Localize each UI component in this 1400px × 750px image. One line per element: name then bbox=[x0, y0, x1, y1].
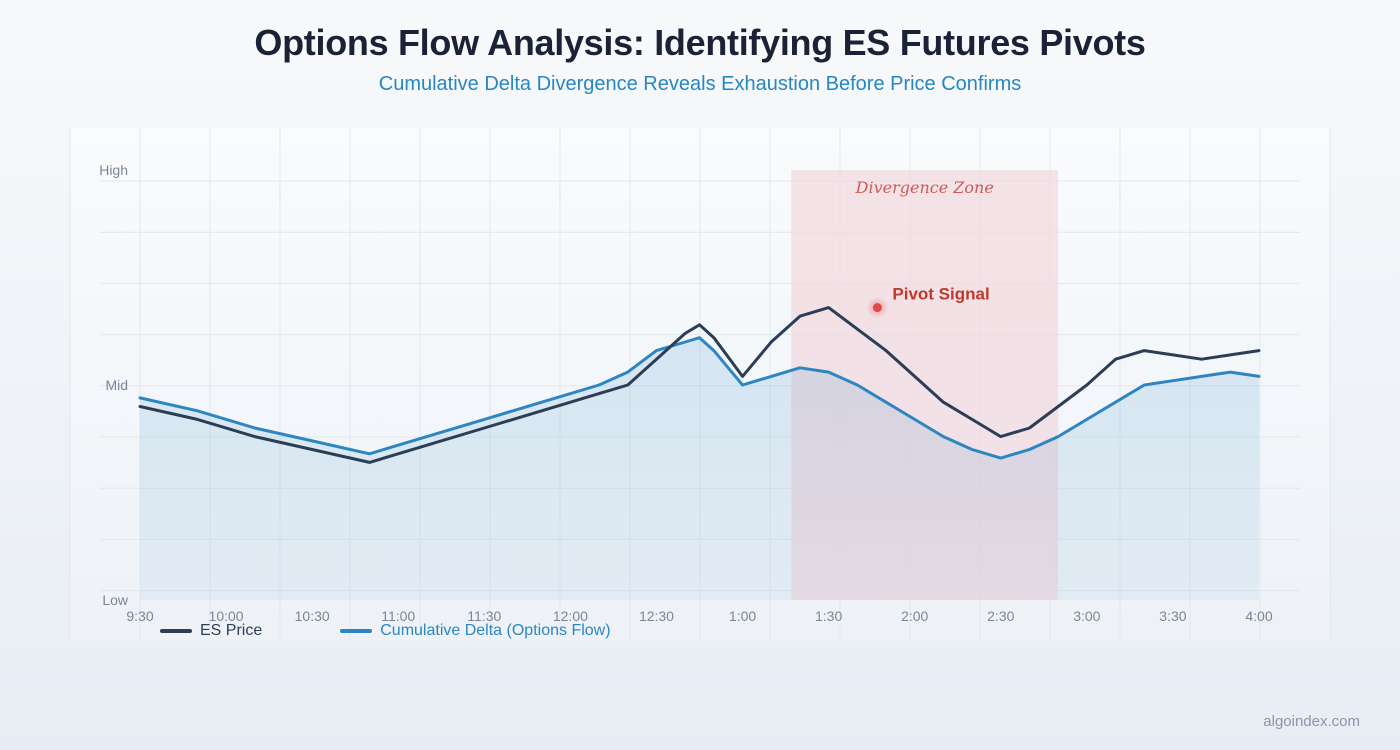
x-tick-label: 10:00 bbox=[209, 608, 244, 624]
x-tick-label: 3:30 bbox=[1159, 608, 1186, 624]
footer-brand: algoindex.com bbox=[1263, 713, 1360, 730]
series-line-price bbox=[138, 306, 1261, 464]
divergence-zone-label: Divergence Zone bbox=[855, 178, 994, 197]
x-tick-label: 11:00 bbox=[381, 608, 415, 624]
x-tick-label: 12:00 bbox=[553, 608, 588, 624]
legend-swatch-delta bbox=[340, 629, 373, 633]
x-tick-label: 1:30 bbox=[815, 608, 842, 624]
legend-label-delta: Cumulative Delta (Options Flow) bbox=[380, 622, 611, 639]
pivot-signal-label: Pivot Signal bbox=[892, 285, 989, 304]
legend-item-price: ES Price bbox=[160, 622, 262, 640]
x-tick-label: 4:00 bbox=[1245, 608, 1272, 624]
chart-subtitle: Cumulative Delta Divergence Reveals Exha… bbox=[378, 73, 1022, 95]
x-tick-label: 11:30 bbox=[467, 608, 501, 624]
legend-item-delta: Cumulative Delta (Options Flow) bbox=[340, 622, 611, 640]
x-tick-label: 1:00 bbox=[729, 608, 756, 624]
legend-swatch-price bbox=[160, 629, 192, 633]
x-tick-label: 3:00 bbox=[1073, 608, 1100, 624]
x-tick-label: 2:30 bbox=[987, 608, 1014, 624]
series-line-delta bbox=[138, 336, 1261, 460]
x-tick-label: 12:30 bbox=[639, 608, 674, 624]
x-tick-label: 2:00 bbox=[901, 608, 928, 624]
legend-label-price: ES Price bbox=[200, 622, 263, 639]
y-tick-label: Mid bbox=[105, 377, 128, 393]
delta-area-fill bbox=[140, 337, 1259, 600]
legend: ES Price Cumulative Delta (Options Flow) bbox=[160, 622, 689, 640]
x-tick-label: 9:30 bbox=[126, 608, 153, 624]
pivot-marker bbox=[872, 303, 882, 313]
x-tick-label: 10:30 bbox=[295, 608, 330, 624]
y-tick-label: High bbox=[99, 162, 128, 178]
chart-title: Options Flow Analysis: Identifying ES Fu… bbox=[254, 22, 1146, 63]
y-tick-label: Low bbox=[102, 592, 129, 608]
